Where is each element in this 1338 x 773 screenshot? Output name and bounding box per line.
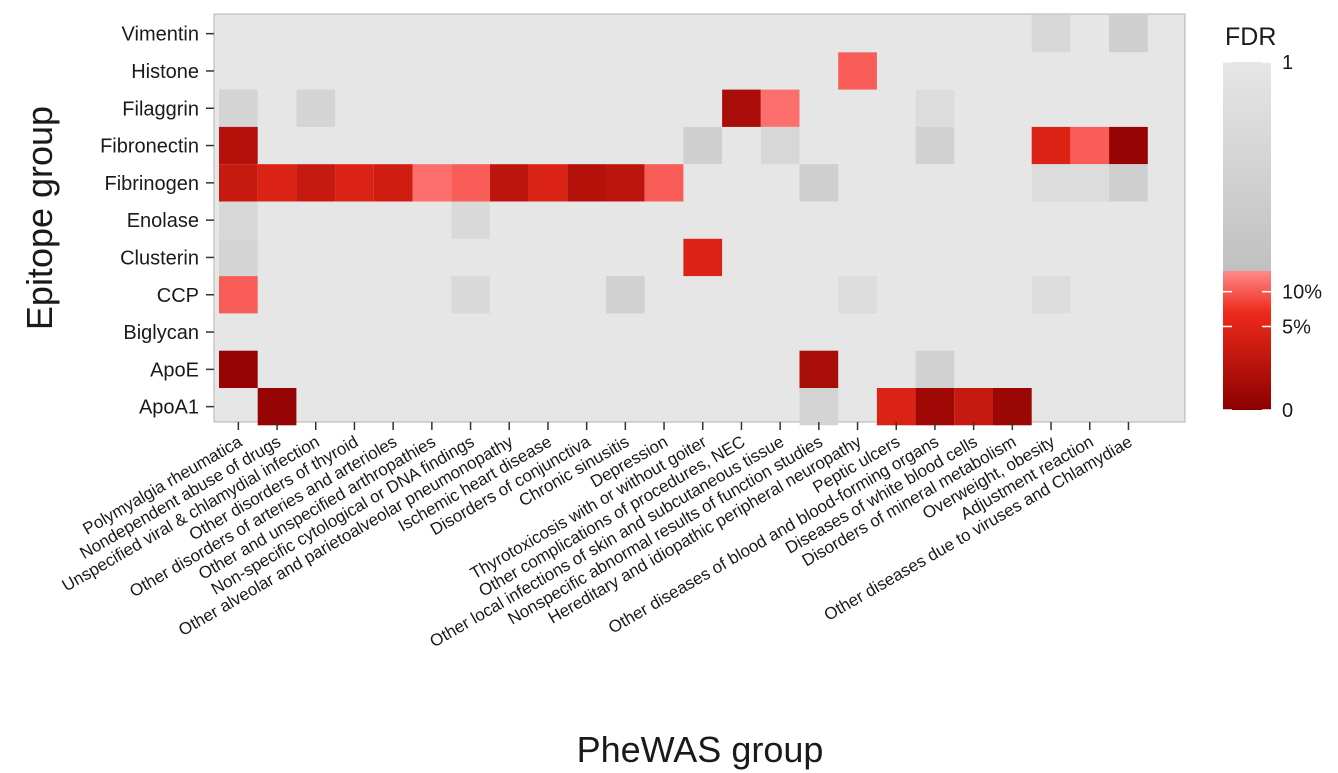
heatmap-cell (451, 201, 490, 239)
heatmap-cell (219, 201, 258, 239)
heatmap-cell (954, 388, 993, 426)
heatmap-cell (489, 164, 529, 202)
heatmap-cell (1070, 126, 1110, 165)
heatmap-cell (451, 164, 490, 202)
heatmap-cell (219, 276, 258, 314)
y-axis: Vimentin Histone Filaggrin Fibronectin Fibri… (100, 24, 214, 419)
legend-colorbar (1223, 62, 1271, 410)
heatmap-cell (219, 89, 258, 127)
heatmap-cell (257, 388, 297, 426)
y-tick-label: Fibronectin (100, 136, 199, 158)
heatmap-cell (915, 350, 955, 388)
heatmap-cell (1031, 164, 1071, 202)
y-tick-label: Enolase (127, 210, 199, 232)
heatmap-cell (606, 164, 645, 202)
heatmap-cell (1109, 126, 1148, 165)
legend-tick-label: 10% (1282, 282, 1322, 304)
heatmap-cell (915, 126, 955, 165)
heatmap-cell (838, 52, 877, 90)
heatmap-cell (412, 164, 452, 202)
heatmap-cell (915, 388, 955, 426)
heatmap-cell (257, 164, 297, 202)
heatmap-cell (683, 126, 723, 165)
heatmap-cell (451, 276, 490, 314)
heatmap-cell (528, 164, 568, 202)
heatmap-cells (219, 15, 1148, 426)
heatmap-cell (219, 126, 258, 165)
heatmap-cell (1031, 276, 1071, 314)
heatmap-cell (799, 350, 839, 388)
legend-tick-label: 1 (1282, 52, 1293, 74)
y-tick-label: Histone (131, 61, 199, 83)
heatmap-cell (876, 388, 916, 426)
heatmap-cell (296, 164, 336, 202)
heatmap-cell (993, 388, 1032, 426)
legend-tick-label: 0 (1282, 400, 1293, 422)
y-tick-label: Vimentin (122, 24, 199, 46)
y-tick-label: ApoA1 (139, 397, 199, 419)
heatmap-cell (1109, 15, 1148, 53)
heatmap-cell (296, 89, 336, 127)
heatmap-cell (1109, 164, 1148, 202)
heatmap-cell (722, 89, 761, 127)
legend: FDR 1 10% 5% 0 (1223, 23, 1322, 422)
heatmap-cell (760, 89, 800, 127)
heatmap-cell (1070, 164, 1110, 202)
x-axis-title: PheWAS group (577, 729, 824, 770)
heatmap-cell (644, 164, 684, 202)
heatmap-cell (373, 164, 413, 202)
heatmap-cell (219, 238, 258, 277)
legend-title: FDR (1225, 23, 1276, 51)
heatmap-cell (606, 276, 645, 314)
heatmap-cell (335, 164, 374, 202)
heatmap-cell (1031, 15, 1071, 53)
y-axis-title: Epitope group (19, 106, 60, 330)
legend-tick-label: 5% (1282, 316, 1311, 338)
plot-panel (213, 13, 1186, 423)
heatmap-cell (1031, 126, 1071, 165)
y-tick-label: Clusterin (120, 247, 199, 269)
legend-ticks: 1 10% 5% 0 (1223, 52, 1322, 422)
heatmap-cell (683, 238, 723, 277)
heatmap-cell (799, 388, 839, 426)
heatmap-cell (567, 164, 606, 202)
heatmap-cell (838, 276, 877, 314)
y-tick-label: ApoE (150, 359, 199, 381)
heatmap-cell (799, 164, 839, 202)
y-tick-label: Fibrinogen (104, 173, 199, 195)
heatmap-cell (915, 89, 955, 127)
heatmap-cell (219, 164, 258, 202)
heatmap-cell (760, 126, 800, 165)
y-tick-label: Filaggrin (122, 98, 199, 120)
y-tick-label: CCP (157, 285, 199, 307)
heatmap-cell (219, 350, 258, 388)
y-tick-label: Biglycan (123, 322, 199, 344)
